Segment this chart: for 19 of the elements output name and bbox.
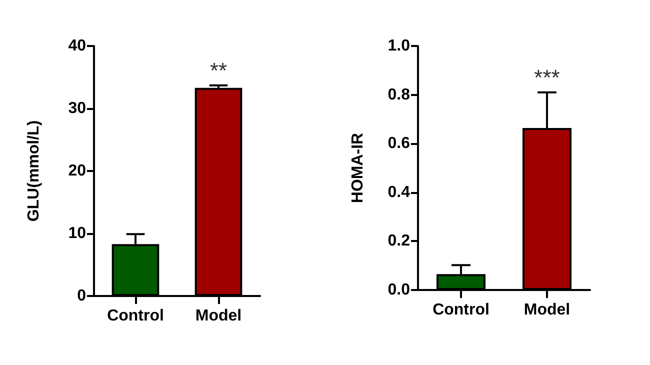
x-tick-label: Model <box>195 308 242 324</box>
x-tick-label: Control <box>107 308 164 324</box>
annotation: ** <box>210 58 228 83</box>
y-tick-label: 0.8 <box>388 86 410 104</box>
y-axis-title: HOMA-IR <box>350 132 366 204</box>
y-tick-label: 10 <box>68 225 86 242</box>
y-axis-title: GLU(mmol/L) <box>26 120 42 222</box>
y-tick-label: 0 <box>77 288 86 304</box>
y-tick-label: 0.6 <box>388 135 410 152</box>
y-tick-label: 0.2 <box>388 232 410 250</box>
y-tick-label: 40 <box>68 38 86 54</box>
x-tick-label: Control <box>432 302 490 318</box>
y-tick-label: 0.0 <box>388 282 410 298</box>
y-tick-label: 0.4 <box>388 184 410 201</box>
y-tick-label: 20 <box>68 162 86 180</box>
y-tick-label: 1.0 <box>388 38 410 54</box>
annotation: *** <box>534 64 560 90</box>
y-tick-label: 30 <box>68 100 86 117</box>
x-tick-label: Model <box>524 302 570 318</box>
